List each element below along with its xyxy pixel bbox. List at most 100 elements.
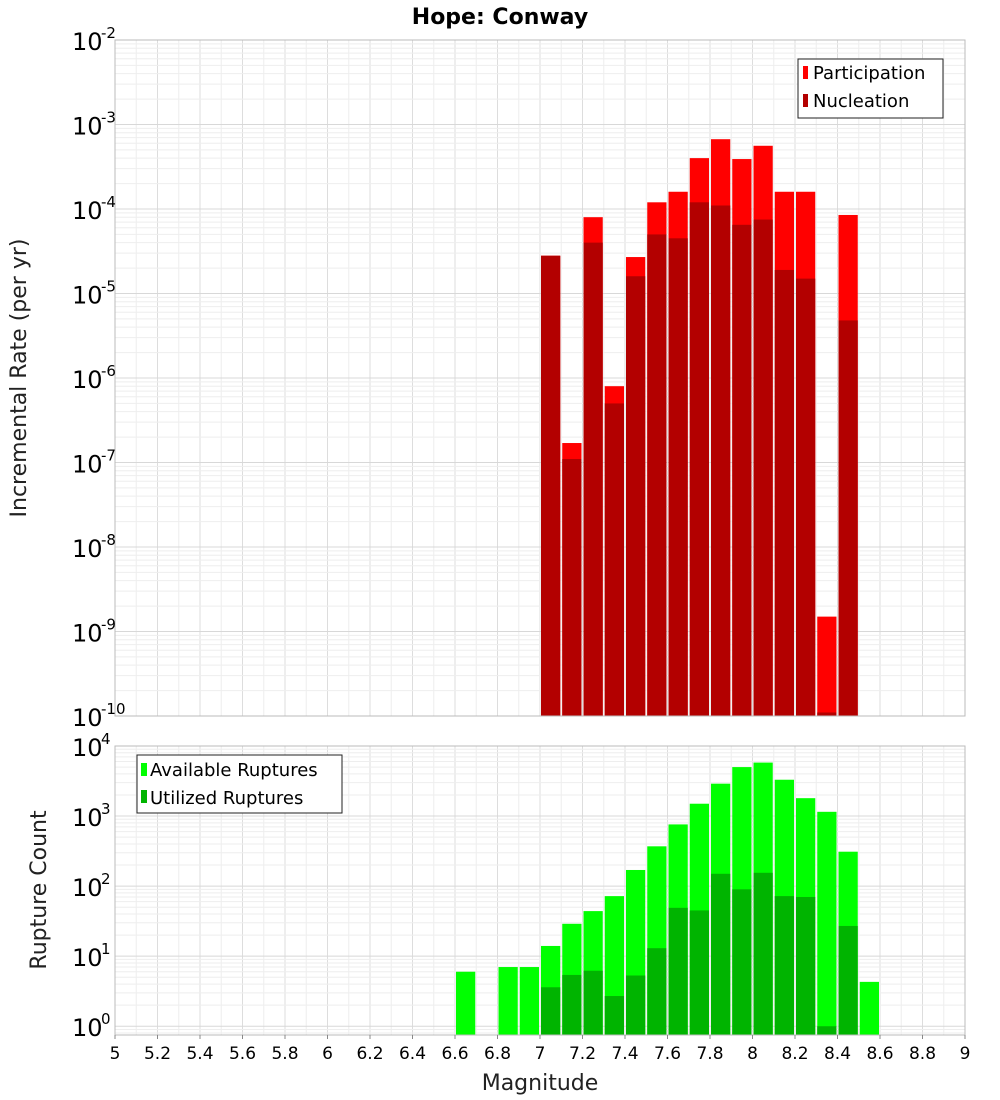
bar-nucleation — [817, 712, 837, 716]
chart-title: Hope: Conway — [412, 5, 588, 30]
bar-utilized-ruptures — [796, 896, 816, 1035]
bottom-y-tick-exponent: 0 — [101, 1010, 111, 1028]
x-tick-label: 7.8 — [696, 1044, 723, 1064]
top-bars — [541, 139, 858, 717]
legend-label-available: Available Ruptures — [150, 760, 318, 781]
x-tick-label: 7.6 — [654, 1044, 681, 1064]
bar-utilized-ruptures — [817, 1026, 837, 1035]
x-tick-label: 6.6 — [441, 1044, 468, 1064]
bar-utilized-ruptures — [583, 970, 603, 1035]
top-y-tick-exponent: -5 — [101, 278, 116, 296]
top-y-tick-exponent: -4 — [101, 193, 116, 211]
x-tick-label: 7.4 — [611, 1044, 638, 1064]
top-gridlines — [114, 39, 966, 717]
top-plot-frame — [114, 39, 966, 717]
bottom-y-tick-base: 10 — [72, 944, 103, 972]
bar-available-ruptures — [859, 981, 879, 1035]
top-legend-box — [797, 58, 944, 119]
top-y-tick-label: 10-4 — [72, 193, 116, 225]
bar-available-ruptures — [498, 967, 518, 1035]
top-y-tick-base: 10 — [72, 535, 103, 563]
x-tick-label: 8.8 — [909, 1044, 936, 1064]
bottom-y-tick-label: 100 — [72, 1010, 111, 1042]
bar-nucleation — [626, 276, 646, 716]
x-tick-label: 6 — [322, 1044, 333, 1064]
bar-participation — [817, 616, 837, 716]
x-tick-label: 5.4 — [186, 1044, 213, 1064]
top-y-tick-exponent: -9 — [101, 616, 116, 634]
legend-swatch-participation — [803, 66, 808, 79]
legend-label-utilized: Utilized Ruptures — [150, 788, 303, 809]
top-y-tick-base: 10 — [72, 282, 103, 310]
x-tick-label: 8.4 — [824, 1044, 851, 1064]
top-y-tick-exponent: -10 — [101, 700, 126, 718]
bottom-y-tick-exponent: 2 — [101, 870, 111, 888]
bottom-y-axis-label: Rupture Count — [27, 810, 52, 970]
bar-utilized-ruptures — [711, 873, 731, 1035]
x-tick-label: 8.6 — [866, 1044, 893, 1064]
bottom-y-tick-base: 10 — [72, 734, 103, 762]
x-tick-label: 7.2 — [569, 1044, 596, 1064]
bar-available-ruptures — [817, 811, 837, 1035]
top-y-tick-base: 10 — [72, 28, 103, 56]
bottom-y-tick-exponent: 4 — [101, 730, 111, 748]
bottom-y-tick-label: 103 — [72, 800, 111, 832]
top-y-tick-label: 10-10 — [72, 700, 126, 732]
x-tick-label: 5.8 — [271, 1044, 298, 1064]
x-tick-label: 7 — [535, 1044, 546, 1064]
top-y-tick-label: 10-8 — [72, 531, 116, 563]
x-tick-label: 6.8 — [484, 1044, 511, 1064]
bar-available-ruptures — [519, 967, 539, 1035]
bottom-y-tick-label: 101 — [72, 940, 111, 972]
bar-utilized-ruptures — [838, 925, 858, 1035]
bar-utilized-ruptures — [626, 975, 646, 1035]
bottom-legend: Available Ruptures Utilized Ruptures — [136, 754, 343, 814]
top-y-tick-exponent: -6 — [101, 362, 116, 380]
bar-utilized-ruptures — [774, 896, 794, 1035]
bar-utilized-ruptures — [689, 910, 709, 1035]
top-y-tick-label: 10-3 — [72, 109, 116, 141]
bottom-legend-box — [136, 754, 343, 814]
x-ticks: 5 5.2 5.4 5.6 5.8 6 6.2 6.4 6.6 6.8 7 7.2 7.4 7.6 7.8 8… — [110, 1035, 970, 1064]
top-legend: Participation Nucleation — [797, 58, 944, 119]
bottom-bars — [456, 762, 879, 1035]
top-y-tick-base: 10 — [72, 366, 103, 394]
bottom-y-tick-exponent: 1 — [101, 940, 111, 958]
top-y-tick-label: 10-6 — [72, 362, 116, 394]
top-y-tick-label: 10-5 — [72, 278, 116, 310]
x-tick-label: 6.2 — [356, 1044, 383, 1064]
x-tick-label: 6.4 — [399, 1044, 426, 1064]
bar-nucleation — [647, 234, 667, 717]
bar-utilized-ruptures — [604, 996, 624, 1035]
bottom-y-tick-base: 10 — [72, 804, 103, 832]
bar-utilized-ruptures — [541, 987, 561, 1035]
bar-nucleation — [753, 219, 773, 717]
top-y-tick-label: 10-7 — [72, 447, 116, 479]
legend-swatch-available — [141, 763, 147, 776]
top-y-tick-label: 10-9 — [72, 616, 116, 648]
top-y-tick-exponent: -3 — [101, 109, 116, 127]
top-y-tick-base: 10 — [72, 704, 103, 732]
top-y-tick-label: 10-2 — [72, 24, 116, 56]
top-y-tick-exponent: -7 — [101, 447, 116, 465]
bottom-y-tick-exponent: 3 — [101, 800, 111, 818]
x-tick-label: 5.6 — [229, 1044, 256, 1064]
x-tick-label: 8.2 — [781, 1044, 808, 1064]
legend-label-nucleation: Nucleation — [813, 91, 909, 112]
bar-nucleation — [711, 205, 731, 716]
bar-utilized-ruptures — [753, 872, 773, 1035]
bar-utilized-ruptures — [562, 974, 582, 1035]
legend-swatch-nucleation — [803, 94, 808, 107]
top-y-tick-exponent: -2 — [101, 24, 116, 42]
top-y-tick-base: 10 — [72, 451, 103, 479]
x-axis-label: Magnitude — [482, 1071, 599, 1096]
bar-nucleation — [668, 238, 688, 717]
bar-nucleation — [732, 224, 752, 716]
bar-nucleation — [583, 242, 603, 717]
bottom-y-tick-base: 10 — [72, 1014, 103, 1042]
top-y-tick-exponent: -8 — [101, 531, 116, 549]
bar-nucleation — [838, 320, 858, 716]
